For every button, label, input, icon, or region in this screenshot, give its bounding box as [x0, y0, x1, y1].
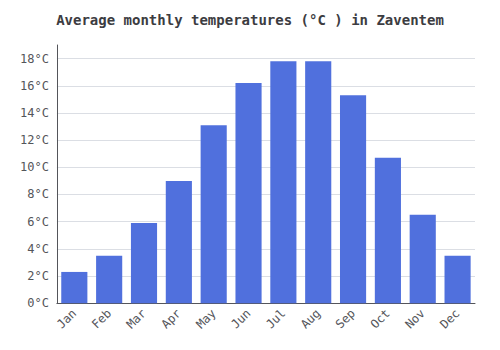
svg-text:Aug: Aug [298, 306, 323, 331]
svg-text:Dec: Dec [437, 306, 462, 331]
svg-text:2°C: 2°C [27, 269, 49, 283]
svg-text:6°C: 6°C [27, 215, 49, 229]
svg-text:May: May [193, 306, 218, 331]
svg-text:Average monthly temperatures (: Average monthly temperatures (°C ) in Za… [56, 12, 444, 28]
svg-text:Jul: Jul [263, 306, 288, 331]
svg-text:Oct: Oct [368, 306, 393, 331]
svg-text:10°C: 10°C [20, 160, 49, 174]
svg-text:16°C: 16°C [20, 79, 49, 93]
svg-text:Sep: Sep [333, 306, 358, 331]
svg-text:Feb: Feb [89, 306, 114, 331]
svg-text:18°C: 18°C [20, 52, 49, 66]
svg-text:Jan: Jan [54, 306, 79, 331]
svg-text:Apr: Apr [159, 306, 184, 331]
svg-text:Jun: Jun [228, 306, 253, 331]
svg-text:Nov: Nov [402, 306, 427, 331]
svg-text:12°C: 12°C [20, 133, 49, 147]
svg-text:14°C: 14°C [20, 106, 49, 120]
svg-text:8°C: 8°C [27, 187, 49, 201]
svg-text:4°C: 4°C [27, 242, 49, 256]
svg-text:0°C: 0°C [27, 296, 49, 310]
svg-text:Mar: Mar [124, 306, 149, 331]
